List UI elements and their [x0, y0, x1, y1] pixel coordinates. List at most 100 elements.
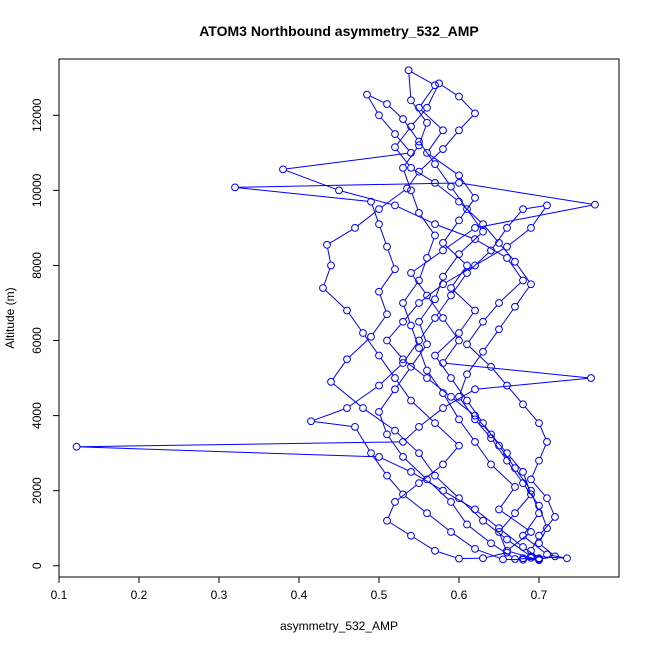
- series-segment: [436, 297, 450, 316]
- series-segment: [509, 541, 529, 555]
- series-segment: [524, 515, 538, 534]
- series-segment: [508, 211, 522, 226]
- data-point: [423, 118, 431, 127]
- data-point: [431, 81, 439, 90]
- data-point: [503, 548, 511, 557]
- series-segment: [437, 334, 457, 354]
- data-point: [503, 381, 511, 390]
- data-point: [399, 359, 407, 367]
- series-segment: [372, 316, 386, 335]
- series-segment: [444, 222, 458, 241]
- series-segment: [484, 331, 498, 350]
- data-point: [535, 501, 543, 510]
- series-segment: [364, 335, 378, 354]
- data-point: [431, 231, 439, 240]
- y-tick-label: 10000: [30, 173, 44, 207]
- data-point: [519, 467, 527, 476]
- data-point: [435, 79, 443, 88]
- data-point: [543, 201, 551, 210]
- series-segment: [368, 97, 378, 113]
- series-segment: [411, 193, 419, 210]
- data-point: [447, 284, 455, 292]
- series-segment: [438, 551, 456, 559]
- series-segment: [508, 387, 522, 403]
- data-point: [439, 239, 447, 247]
- data-point: [415, 141, 423, 150]
- data-point: [423, 475, 431, 484]
- data-point: [439, 272, 447, 281]
- data-point: [587, 374, 595, 382]
- data-point: [391, 265, 399, 274]
- x-axis: 0.1 0.2 0.3 0.4 0.5 0.6 0.7: [51, 576, 548, 602]
- series-segment: [314, 421, 352, 427]
- y-tick-label: 4000: [30, 402, 44, 429]
- series-segment: [404, 305, 418, 320]
- data-point: [399, 163, 407, 172]
- series-segment: [379, 294, 387, 312]
- data-point: [439, 460, 447, 469]
- series-segment: [411, 328, 419, 345]
- series-segment: [460, 312, 474, 331]
- series-segment: [329, 229, 353, 244]
- data-point: [455, 494, 463, 503]
- series-segment: [325, 289, 345, 309]
- series-segment: [348, 312, 362, 331]
- series-segment: [468, 324, 482, 342]
- data-point: [363, 90, 371, 99]
- data-point: [399, 299, 407, 307]
- data-point: [375, 220, 383, 229]
- series-segment: [387, 249, 395, 267]
- data-point: [519, 400, 527, 409]
- data-point: [471, 306, 479, 315]
- data-point: [455, 92, 463, 101]
- data-point: [383, 242, 391, 251]
- data-point: [415, 344, 423, 352]
- series-segment: [438, 224, 472, 239]
- series-segment: [357, 210, 377, 227]
- data-point: [407, 269, 415, 277]
- data-point: [431, 351, 439, 360]
- series-segment: [419, 351, 427, 368]
- data-point: [431, 178, 439, 187]
- data-point: [527, 490, 535, 499]
- series-segment: [428, 86, 438, 105]
- data-point: [527, 224, 535, 232]
- data-point: [399, 115, 407, 123]
- series-layer: [72, 66, 599, 565]
- data-point: [503, 535, 511, 544]
- data-point: [391, 130, 399, 138]
- series-segment: [508, 455, 522, 470]
- series-segment: [436, 166, 450, 185]
- data-point: [535, 456, 543, 465]
- series-segment: [444, 343, 458, 361]
- data-point: [463, 396, 471, 405]
- data-point: [487, 434, 495, 443]
- data-point: [519, 205, 527, 214]
- series-segment: [500, 489, 514, 507]
- series-segment: [396, 149, 410, 166]
- series-segment: [429, 481, 449, 500]
- series-segment: [421, 109, 441, 129]
- data-point: [431, 419, 439, 428]
- data-point: [487, 362, 495, 371]
- series-segment: [516, 496, 530, 511]
- data-point: [535, 509, 543, 518]
- series-segment: [540, 519, 554, 534]
- series-segment: [453, 533, 473, 548]
- data-point: [407, 531, 415, 540]
- series-segment: [437, 477, 457, 497]
- data-point: [455, 250, 463, 259]
- series-segment: [444, 320, 458, 339]
- y-tick-label: 6000: [30, 327, 44, 354]
- data-point: [527, 475, 535, 484]
- series-segment: [388, 436, 402, 455]
- series-segment: [445, 390, 473, 407]
- data-point: [519, 479, 527, 488]
- series-segment: [379, 227, 387, 244]
- series-segment: [478, 204, 592, 228]
- data-point: [323, 240, 331, 249]
- data-point: [511, 555, 519, 563]
- data-point: [383, 336, 391, 345]
- data-point: [359, 329, 367, 337]
- series-segment: [412, 346, 426, 365]
